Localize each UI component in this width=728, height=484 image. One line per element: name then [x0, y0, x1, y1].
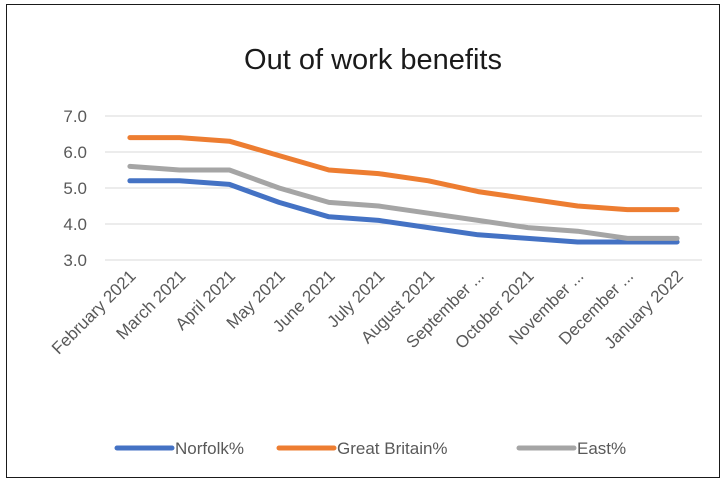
series-line-0	[127, 178, 680, 245]
legend-label-2: East%	[577, 439, 626, 458]
x-tick-label: February 2021	[48, 266, 140, 358]
y-tick-label: 5.0	[63, 179, 87, 198]
y-tick-label: 6.0	[63, 143, 87, 162]
legend-label-1: Great Britain%	[337, 439, 448, 458]
chart-title: Out of work benefits	[244, 44, 502, 76]
y-tick-label: 4.0	[63, 215, 87, 234]
series-line-2	[127, 163, 680, 241]
legend-label-0: Norfolk%	[175, 439, 244, 458]
series-line-1	[127, 135, 680, 213]
line-chart: Out of work benefits 3.0 4.0 5.0 6.0 7.0 Feb…	[48, 44, 702, 458]
y-tick-label: 7.0	[63, 107, 87, 126]
chart-frame: Out of work benefits 3.0 4.0 5.0 6.0 7.0 Feb…	[6, 4, 720, 478]
y-tick-label: 3.0	[63, 251, 87, 270]
